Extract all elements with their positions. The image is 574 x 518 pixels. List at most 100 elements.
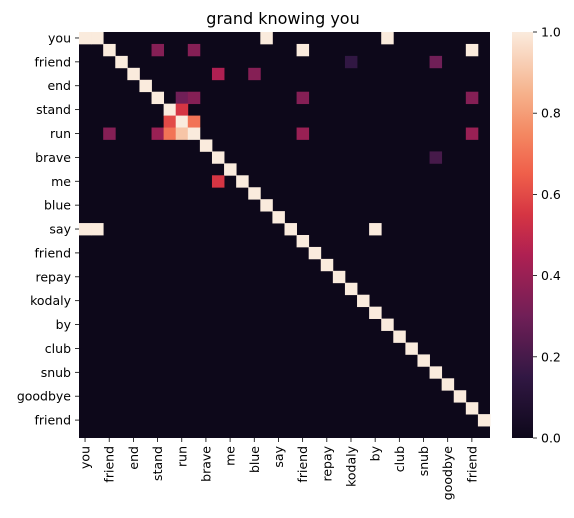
heatmap-cell bbox=[187, 91, 201, 105]
x-axis: you friend end stand run brave me blue say friend… bbox=[78, 438, 479, 500]
heatmap-cell bbox=[103, 43, 116, 57]
y-tick-label: repay bbox=[35, 269, 71, 284]
heatmap-cell bbox=[357, 294, 370, 308]
heatmap-cell bbox=[175, 91, 189, 105]
heatmap-cell bbox=[405, 342, 418, 355]
heatmap-cell bbox=[187, 115, 201, 128]
heatmap-cell bbox=[79, 32, 92, 45]
colorbar-tick-label: 0.0 bbox=[541, 431, 561, 446]
heatmap-cell bbox=[465, 127, 479, 140]
heatmap-cell bbox=[344, 55, 358, 69]
y-tick-label: brave bbox=[35, 150, 71, 165]
heatmap-cell bbox=[417, 354, 430, 367]
x-tick-label: club bbox=[392, 446, 407, 472]
heatmap-cell bbox=[163, 127, 177, 140]
x-tick-label: stand bbox=[150, 446, 165, 481]
heatmap-cell bbox=[453, 390, 467, 403]
heatmap-cell bbox=[284, 223, 297, 236]
heatmap-cell bbox=[429, 151, 443, 164]
heatmap-cell bbox=[175, 103, 189, 116]
heatmap-cell bbox=[127, 67, 140, 81]
heatmap-cell bbox=[381, 32, 394, 45]
heatmap-cell bbox=[465, 91, 479, 105]
heatmap-cell bbox=[175, 127, 189, 140]
heatmap-cell bbox=[296, 127, 310, 140]
y-tick-label: goodbye bbox=[17, 389, 71, 404]
heatmap-cell bbox=[151, 91, 165, 105]
colorbar bbox=[512, 32, 533, 438]
colorbar-axis: 0.0 0.2 0.4 0.6 0.8 1.0 bbox=[533, 25, 561, 446]
heatmap-cell bbox=[139, 79, 152, 93]
x-tick-label: friend bbox=[295, 446, 310, 483]
heatmap-cell bbox=[224, 163, 237, 176]
heatmap-cell bbox=[187, 43, 201, 57]
y-tick-label: kodaly bbox=[30, 293, 72, 308]
x-tick-label: kodaly bbox=[343, 445, 358, 487]
x-tick-label: friend bbox=[102, 446, 117, 483]
heatmap-cell bbox=[163, 103, 177, 116]
heatmap-cell bbox=[91, 32, 104, 45]
heatmap-cell bbox=[103, 127, 116, 140]
heatmap-cell bbox=[248, 67, 261, 81]
x-tick-label: blue bbox=[247, 446, 262, 473]
heatmap-cell bbox=[320, 258, 334, 272]
y-tick-label: by bbox=[56, 317, 72, 332]
y-tick-label: club bbox=[45, 341, 71, 356]
colorbar-tick-label: 0.4 bbox=[541, 268, 561, 283]
y-tick-label: run bbox=[50, 126, 71, 141]
colorbar-tick-label: 0.8 bbox=[541, 106, 561, 121]
x-tick-label: say bbox=[271, 445, 286, 467]
heatmap-cell bbox=[260, 32, 273, 45]
heatmap-cell bbox=[115, 55, 128, 69]
heatmap-cell bbox=[91, 223, 104, 236]
y-tick-label: end bbox=[47, 78, 71, 93]
x-tick-label: run bbox=[174, 446, 189, 467]
heatmap-cell bbox=[260, 199, 273, 212]
y-tick-label: friend bbox=[34, 54, 71, 69]
heatmap-cell bbox=[308, 246, 322, 260]
heatmap-cell bbox=[272, 211, 285, 224]
y-axis: you friend end stand run brave me blue say friend… bbox=[17, 30, 79, 428]
heatmap-cell bbox=[429, 55, 443, 69]
heatmap-cell bbox=[236, 175, 249, 188]
y-tick-label: snub bbox=[41, 365, 71, 380]
x-tick-label: you bbox=[78, 446, 93, 469]
x-tick-label: end bbox=[126, 446, 141, 470]
y-tick-label: stand bbox=[36, 102, 71, 117]
y-tick-label: say bbox=[49, 222, 71, 237]
heatmap-cells bbox=[79, 32, 491, 438]
heatmap-cell bbox=[477, 414, 491, 427]
y-tick-label: blue bbox=[44, 198, 71, 213]
colorbar-tick-label: 1.0 bbox=[541, 25, 561, 40]
heatmap-cell bbox=[151, 127, 165, 140]
heatmap-cell bbox=[211, 151, 225, 164]
heatmap-cell bbox=[465, 402, 479, 415]
x-tick-label: goodbye bbox=[440, 446, 455, 500]
x-tick-label: me bbox=[223, 446, 238, 466]
heatmap-cell bbox=[441, 378, 455, 391]
y-tick-label: friend bbox=[34, 245, 71, 260]
y-tick-label: you bbox=[48, 30, 71, 45]
heatmap-cell bbox=[248, 187, 261, 200]
heatmap-cell bbox=[429, 366, 443, 379]
x-tick-label: repay bbox=[319, 445, 334, 481]
heatmap-cell bbox=[199, 139, 213, 152]
heatmap-cell bbox=[369, 223, 382, 236]
heatmap-cell bbox=[296, 43, 310, 57]
colorbar-tick-label: 0.2 bbox=[541, 349, 561, 364]
heatmap-cell bbox=[296, 91, 310, 105]
chart-title: grand knowing you bbox=[206, 9, 359, 28]
x-tick-label: snub bbox=[416, 446, 431, 476]
heatmap-cell bbox=[151, 43, 165, 57]
heatmap-cell bbox=[175, 115, 189, 128]
y-tick-label: me bbox=[51, 174, 71, 189]
heatmap-cell bbox=[465, 43, 479, 57]
y-tick-label: friend bbox=[34, 413, 71, 428]
heatmap-cell bbox=[369, 306, 382, 319]
colorbar-tick-label: 0.6 bbox=[541, 187, 561, 202]
heatmap-cell bbox=[344, 282, 358, 296]
heatmap-cell bbox=[163, 115, 177, 128]
heatmap-cell bbox=[393, 330, 406, 343]
heatmap-cell bbox=[211, 175, 225, 188]
